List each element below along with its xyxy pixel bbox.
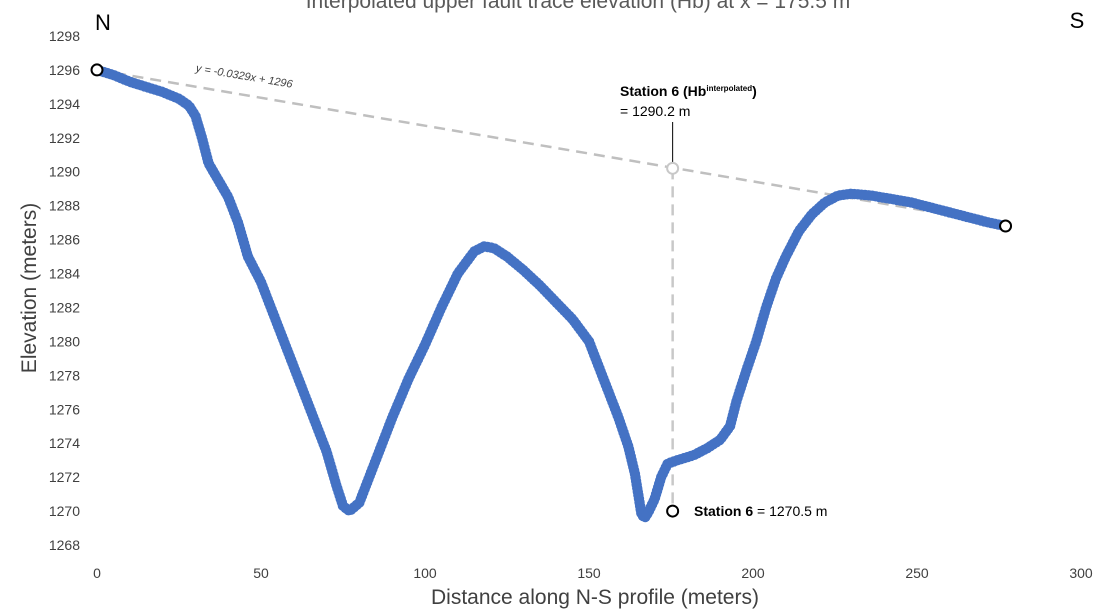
south-label: S	[1070, 8, 1085, 33]
north-label: N	[95, 10, 111, 35]
y-tick-label: 1296	[49, 62, 80, 78]
y-tick-label: 1274	[49, 435, 80, 451]
y-tick-label: 1298	[49, 28, 80, 44]
x-axis-title: Distance along N-S profile (meters)	[431, 586, 759, 609]
x-tick-label: 100	[413, 565, 437, 581]
trendline	[96, 68, 1006, 226]
y-tick-label: 1282	[49, 299, 80, 315]
y-tick-label: 1292	[49, 130, 80, 146]
x-tick-label: 50	[253, 565, 269, 581]
station-6-measured-name: Station 6	[694, 503, 753, 519]
y-tick-label: 1278	[49, 367, 80, 383]
y-tick-label: 1272	[49, 469, 80, 485]
y-tick-label: 1286	[49, 232, 80, 248]
y-tick-label: 1284	[49, 266, 80, 282]
y-axis-title: Elevation (meters)	[18, 203, 41, 373]
station-6-measured-marker	[666, 504, 680, 518]
north-endpoint-marker	[90, 63, 104, 77]
station-6-interpolated-sup: interpolated	[706, 84, 752, 93]
station-6-interpolated-label: Station 6 (Hbinterpolated)	[620, 83, 757, 99]
y-tick-label: 1270	[49, 503, 80, 519]
station-6-interpolated-close: )	[752, 83, 757, 99]
south-endpoint-marker	[999, 219, 1013, 233]
y-tick-label: 1288	[49, 198, 80, 214]
station-6-measured-label: Station 6 = 1270.5 m	[694, 503, 827, 519]
x-tick-label: 300	[1069, 565, 1093, 581]
x-tick-label: 200	[741, 565, 765, 581]
x-axis: 0 50 100 150 200 250 300	[93, 565, 1093, 581]
x-tick-label: 150	[577, 565, 601, 581]
y-tick-label: 1268	[49, 537, 80, 553]
y-tick-label: 1290	[49, 164, 80, 180]
trendline-equation: y = -0.0329x + 1296	[194, 62, 294, 91]
y-tick-label: 1280	[49, 333, 80, 349]
station-6-measured-value: = 1270.5 m	[753, 503, 827, 519]
chart-title: Interpolated upper fault trace elevation…	[306, 0, 851, 13]
station-6-interpolated-name: Station 6 (Hb	[620, 83, 706, 99]
y-tick-label: 1276	[49, 401, 80, 417]
x-tick-label: 250	[905, 565, 929, 581]
x-tick-label: 0	[93, 565, 101, 581]
profile-series	[91, 64, 1011, 523]
station-6-interpolated-marker	[666, 161, 680, 175]
station-6-interpolated-value: = 1290.2 m	[620, 103, 690, 119]
y-axis: 1268 1270 1272 1274 1276 1278 1280 1282 1284 1286…	[49, 28, 80, 553]
y-tick-label: 1294	[49, 96, 80, 112]
